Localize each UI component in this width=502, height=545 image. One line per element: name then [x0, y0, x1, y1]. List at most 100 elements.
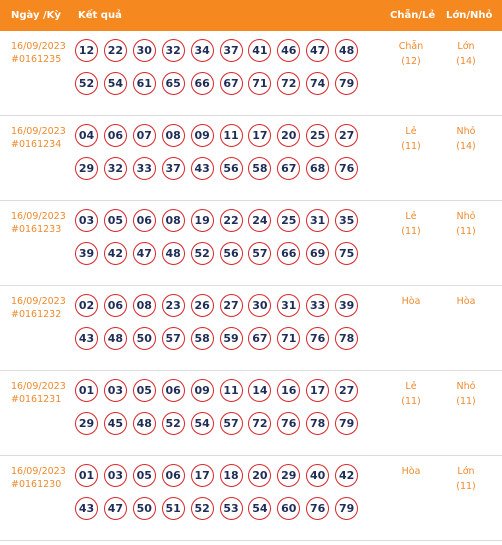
number-ball: 50	[132, 327, 156, 350]
number-ball: 66	[190, 72, 214, 95]
number-ball: 56	[219, 157, 243, 180]
lonnho-cell: Nhỏ (11)	[441, 381, 491, 407]
number-ball: 78	[306, 412, 330, 435]
chanle-cell: Lẻ (11)	[386, 381, 436, 407]
number-ball: 22	[219, 209, 243, 232]
chanle-cell: Lẻ (11)	[386, 126, 436, 152]
number-ball: 39	[75, 242, 98, 265]
number-ball: 09	[190, 379, 214, 402]
lonnho-cell: Lớn (14)	[441, 41, 491, 67]
number-ball: 33	[306, 294, 330, 317]
number-ball: 04	[75, 124, 98, 147]
number-ball: 22	[103, 39, 127, 62]
number-ball: 43	[75, 327, 98, 350]
chanle-cell: Lẻ (11)	[386, 211, 436, 237]
number-ball: 27	[335, 124, 359, 147]
number-ball: 39	[335, 294, 359, 317]
number-ball: 71	[277, 327, 301, 350]
chanle-cell: Hòa	[386, 466, 436, 481]
number-ball: 18	[219, 464, 243, 487]
number-ball: 37	[161, 157, 185, 180]
draw-id-link[interactable]: #0161232	[11, 309, 62, 320]
number-ball: 53	[219, 497, 243, 520]
draw-id-link[interactable]: #0161234	[11, 139, 62, 150]
header-result: Kết quả	[78, 10, 122, 21]
number-ball: 54	[103, 72, 127, 95]
number-ball: 35	[335, 209, 359, 232]
number-ball: 06	[161, 464, 185, 487]
draw-id-link[interactable]: #0161235	[11, 54, 62, 65]
chanle-cell: Chẵn (12)	[386, 41, 436, 67]
number-ball: 05	[103, 209, 127, 232]
header-lonnho: Lớn/Nhỏ	[446, 10, 493, 21]
number-ball: 37	[219, 39, 243, 62]
number-ball: 71	[248, 72, 272, 95]
number-ball: 48	[103, 327, 127, 350]
lonnho-cell: Nhỏ (14)	[441, 126, 491, 152]
number-ball: 14	[248, 379, 272, 402]
number-ball: 61	[132, 72, 156, 95]
draw-date: 16/09/2023	[11, 296, 66, 307]
number-ball: 51	[161, 497, 185, 520]
lonnho-value: Hòa	[456, 296, 476, 307]
lonnho-value: Lớn	[457, 466, 475, 477]
number-ball: 43	[190, 157, 214, 180]
number-ball: 11	[219, 124, 243, 147]
number-ball: 72	[248, 412, 272, 435]
number-ball: 78	[335, 327, 359, 350]
number-ball: 05	[132, 379, 156, 402]
chanle-count: (11)	[401, 396, 421, 407]
number-ball: 42	[103, 242, 127, 265]
number-ball: 17	[190, 464, 214, 487]
number-ball: 29	[75, 412, 98, 435]
number-ball: 60	[277, 497, 301, 520]
number-ball: 56	[219, 242, 243, 265]
lonnho-count: (14)	[456, 56, 476, 67]
lonnho-value: Nhỏ	[456, 126, 476, 137]
number-ball: 74	[306, 72, 330, 95]
number-ball: 06	[103, 294, 127, 317]
number-ball: 69	[306, 242, 330, 265]
table-header: Ngày /Kỳ Kết quả Chẵn/Lẻ Lớn/Nhỏ	[0, 0, 502, 31]
draw-id-link[interactable]: #0161233	[11, 224, 62, 235]
number-ball: 17	[306, 379, 330, 402]
draw-date: 16/09/2023	[11, 211, 66, 222]
number-ball: 03	[75, 209, 98, 232]
number-ball: 06	[132, 209, 156, 232]
number-ball: 57	[161, 327, 185, 350]
number-ball: 12	[75, 39, 98, 62]
draw-row: 16/09/2023 #0161231 01 03 05 06 09 11 14 16 17 27 29…	[0, 371, 502, 456]
number-ball: 57	[219, 412, 243, 435]
number-ball: 32	[103, 157, 127, 180]
number-ball: 52	[190, 242, 214, 265]
number-ball: 31	[277, 294, 301, 317]
number-ball: 16	[277, 379, 301, 402]
lonnho-count: (11)	[456, 226, 476, 237]
number-ball: 23	[161, 294, 185, 317]
draw-row: 16/09/2023 #0161230 01 03 05 06 17 18 20 29 40 42 43…	[0, 456, 502, 541]
chanle-value: Lẻ	[405, 126, 417, 137]
number-ball: 47	[306, 39, 330, 62]
draw-id-link[interactable]: #0161231	[11, 394, 62, 405]
number-ball: 11	[219, 379, 243, 402]
number-ball: 66	[277, 242, 301, 265]
number-ball: 75	[335, 242, 359, 265]
draw-id-link[interactable]: #0161230	[11, 479, 62, 490]
number-ball: 72	[277, 72, 301, 95]
number-ball: 67	[219, 72, 243, 95]
chanle-cell: Hòa	[386, 296, 436, 311]
number-ball: 50	[132, 497, 156, 520]
number-ball: 46	[277, 39, 301, 62]
number-ball: 34	[190, 39, 214, 62]
number-ball: 76	[335, 157, 359, 180]
number-ball: 31	[306, 209, 330, 232]
draw-row: 16/09/2023 #0161233 03 05 06 08 19 22 24 25 31 35 39…	[0, 201, 502, 286]
number-ball: 54	[190, 412, 214, 435]
number-ball: 29	[75, 157, 98, 180]
number-ball: 76	[306, 327, 330, 350]
header-date: Ngày /Kỳ	[11, 10, 61, 21]
draw-date: 16/09/2023	[11, 466, 66, 477]
lonnho-value: Lớn	[457, 41, 475, 52]
number-ball: 57	[248, 242, 272, 265]
number-ball: 43	[75, 497, 98, 520]
